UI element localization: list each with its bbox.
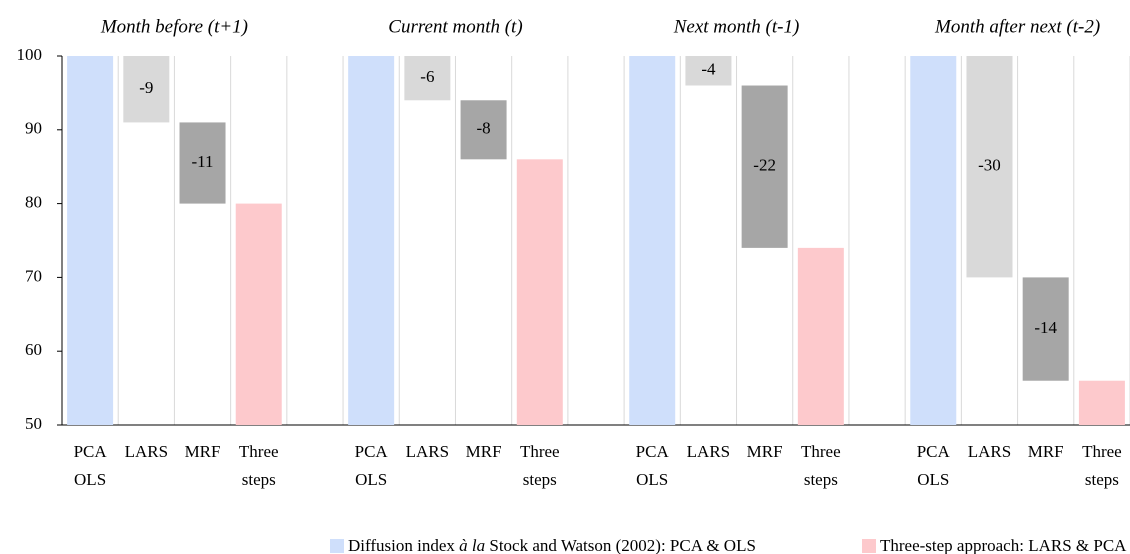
data-label: -9: [139, 78, 153, 97]
legend-text: Three-step approach: LARS & PCA & MRF: [880, 536, 1130, 554]
x-tick-label: steps: [523, 470, 557, 489]
x-tick-label: steps: [1085, 470, 1119, 489]
bar: [67, 56, 114, 425]
bar: [1022, 277, 1069, 381]
y-tick-label: 60: [25, 340, 42, 359]
data-label: -6: [420, 67, 434, 86]
x-tick-label: Three: [1082, 442, 1122, 461]
x-tick-label: Three: [520, 442, 560, 461]
data-label: -8: [476, 119, 490, 138]
y-tick-label: 80: [25, 193, 42, 212]
data-label: -14: [1034, 318, 1057, 337]
x-tick-label: OLS: [636, 470, 668, 489]
x-tick-label: OLS: [917, 470, 949, 489]
legend-text: à la: [459, 536, 485, 554]
x-tick-label: LARS: [968, 442, 1011, 461]
bar: [741, 85, 788, 248]
bar: [516, 159, 563, 425]
x-tick-label: MRF: [466, 442, 502, 461]
bar: [966, 56, 1013, 278]
bar: [123, 56, 170, 123]
panel-title: Current month (t): [388, 16, 522, 37]
bar: [1078, 380, 1125, 425]
y-tick-label: 70: [25, 266, 42, 285]
bar: [797, 247, 844, 425]
legend-swatch: [330, 539, 344, 553]
panel-title: Next month (t-1): [673, 16, 800, 37]
x-tick-label: PCA: [355, 442, 389, 461]
x-tick-label: OLS: [74, 470, 106, 489]
panel-title: Month before (t+1): [100, 16, 248, 37]
x-tick-label: LARS: [125, 442, 168, 461]
y-tick-label: 100: [17, 45, 43, 64]
x-tick-label: Three: [801, 442, 841, 461]
x-tick-label: MRF: [747, 442, 783, 461]
x-tick-label: LARS: [687, 442, 730, 461]
data-label: -4: [701, 60, 716, 79]
bar: [348, 56, 395, 425]
bar: [910, 56, 957, 425]
x-tick-label: MRF: [185, 442, 221, 461]
bar: [179, 122, 226, 204]
bar: [235, 203, 282, 425]
y-tick-label: 90: [25, 119, 42, 138]
legend-label: Three-step approach: LARS & PCA & MRF: [880, 536, 1130, 554]
bar: [629, 56, 676, 425]
x-tick-label: LARS: [406, 442, 449, 461]
x-tick-label: steps: [804, 470, 838, 489]
x-tick-label: PCA: [917, 442, 951, 461]
data-label: -22: [753, 156, 776, 175]
x-tick-label: MRF: [1028, 442, 1064, 461]
bar: [404, 56, 451, 101]
x-tick-label: PCA: [636, 442, 670, 461]
bar: [685, 56, 732, 86]
bar: [460, 100, 507, 160]
data-label: -30: [978, 156, 1001, 175]
y-tick-label: 50: [25, 414, 42, 433]
legend-label: Diffusion index à la Stock and Watson (2…: [348, 536, 756, 554]
legend-swatch: [862, 539, 876, 553]
x-tick-label: Three: [239, 442, 279, 461]
x-tick-label: steps: [242, 470, 276, 489]
legend-text: Stock and Watson (2002): PCA & OLS: [485, 536, 756, 554]
x-tick-label: OLS: [355, 470, 387, 489]
data-label: -11: [192, 152, 214, 171]
x-tick-label: PCA: [74, 442, 108, 461]
panel-title: Month after next (t-2): [934, 16, 1100, 37]
legend-text: Diffusion index: [348, 536, 459, 554]
